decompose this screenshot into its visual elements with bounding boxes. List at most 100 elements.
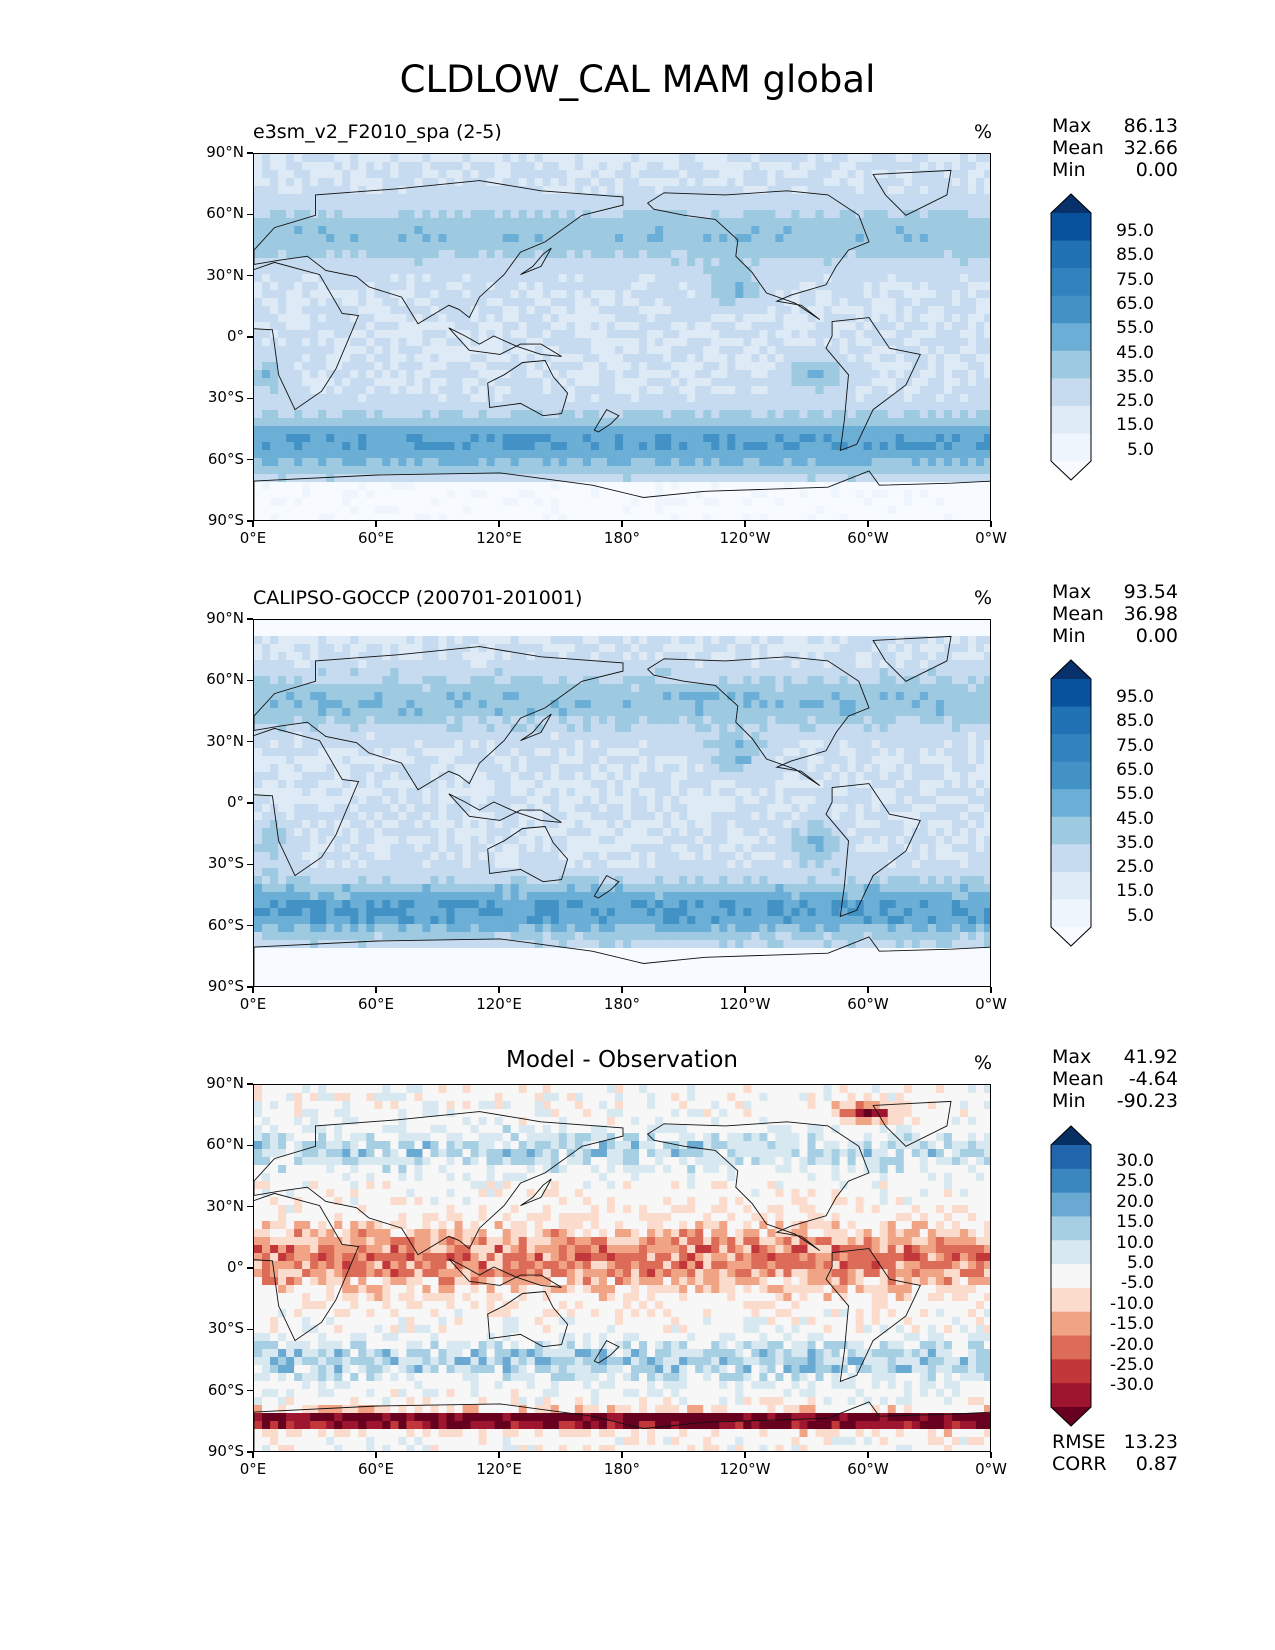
field-cell <box>430 226 440 235</box>
field-cell <box>695 218 704 227</box>
field-cell <box>711 306 720 315</box>
field-cell <box>695 186 704 195</box>
field-cell <box>775 346 785 355</box>
field-cell <box>526 450 536 459</box>
field-cell <box>278 282 287 291</box>
field-cell <box>863 442 873 451</box>
field-cell <box>879 490 889 499</box>
field-cell <box>679 234 688 243</box>
panel-title: CALIPSO-GOCCP (200701-201001) <box>253 587 583 609</box>
field-cell <box>422 370 432 379</box>
field-cell <box>542 242 552 251</box>
field-cell <box>510 410 520 419</box>
field-cell <box>903 298 913 307</box>
field-cell <box>799 652 809 661</box>
field-cell <box>606 194 616 203</box>
field-cell <box>534 242 544 251</box>
field-cell <box>374 498 383 507</box>
field-cell <box>775 370 785 379</box>
field-cell <box>366 450 375 459</box>
field-cell <box>847 194 857 203</box>
field-cell <box>550 506 560 515</box>
field-cell <box>959 426 969 435</box>
field-cell <box>422 474 432 483</box>
field-cell <box>879 194 889 203</box>
field-cell <box>414 474 424 483</box>
field-cell <box>743 362 752 371</box>
field-cell <box>783 282 793 291</box>
field-cell <box>663 636 672 645</box>
field-cell <box>959 330 969 339</box>
field-cell <box>606 402 616 411</box>
field-cell <box>526 338 536 347</box>
field-cell <box>254 306 263 315</box>
field-cell <box>911 226 921 235</box>
field-cell <box>574 636 584 645</box>
field-cell <box>310 418 319 427</box>
field-cell <box>350 434 359 443</box>
field-cell <box>783 450 793 459</box>
field-cell <box>286 466 295 475</box>
field-cell <box>703 482 712 491</box>
field-cell <box>614 234 624 243</box>
field-cell <box>935 514 945 520</box>
field-cell <box>510 466 520 475</box>
field-cell <box>799 194 809 203</box>
field-cell <box>398 162 408 171</box>
field-cell <box>366 652 375 661</box>
field-cell <box>631 298 640 307</box>
field-cell <box>695 226 704 235</box>
field-cell <box>855 178 865 187</box>
field-cell <box>727 628 736 637</box>
field-cell <box>374 676 383 685</box>
field-cell <box>839 274 849 283</box>
field-cell <box>326 418 335 427</box>
field-cell <box>350 338 359 347</box>
field-cell <box>310 338 319 347</box>
field-cell <box>590 170 600 179</box>
field-cell <box>671 322 680 331</box>
field-cell <box>486 466 496 475</box>
field-cell <box>502 426 512 435</box>
field-cell <box>791 660 801 669</box>
field-cell <box>310 514 319 520</box>
field-cell <box>598 322 608 331</box>
field-cell <box>855 250 865 259</box>
field-cell <box>911 242 921 251</box>
field-cell <box>590 154 600 163</box>
field-cell <box>470 628 480 637</box>
field-cell <box>462 378 472 387</box>
field-cell <box>398 466 408 475</box>
field-cell <box>414 482 424 491</box>
field-cell <box>422 498 432 507</box>
field-cell <box>262 218 271 227</box>
field-cell <box>951 178 961 187</box>
field-cell <box>558 170 568 179</box>
field-cell <box>326 266 335 275</box>
field-cell <box>647 394 656 403</box>
field-cell <box>839 636 849 645</box>
field-cell <box>639 402 648 411</box>
field-cell <box>446 434 456 443</box>
field-cell <box>759 644 768 653</box>
field-cell <box>831 154 841 163</box>
field-cell <box>863 282 873 291</box>
field-cell <box>478 450 488 459</box>
field-cell <box>735 418 744 427</box>
field-cell <box>671 194 680 203</box>
field-cell <box>751 226 760 235</box>
field-cell <box>550 210 560 219</box>
field-cell <box>783 362 793 371</box>
field-cell <box>454 346 464 355</box>
field-cell <box>895 498 905 507</box>
field-cell <box>462 668 472 677</box>
field-cell <box>647 242 656 251</box>
field-cell <box>494 636 504 645</box>
field-cell <box>614 162 624 171</box>
field-cell <box>390 498 399 507</box>
field-cell <box>318 660 327 669</box>
field-cell <box>879 266 889 275</box>
field-cell <box>951 170 961 179</box>
field-cell <box>614 394 624 403</box>
field-cell <box>262 652 271 661</box>
